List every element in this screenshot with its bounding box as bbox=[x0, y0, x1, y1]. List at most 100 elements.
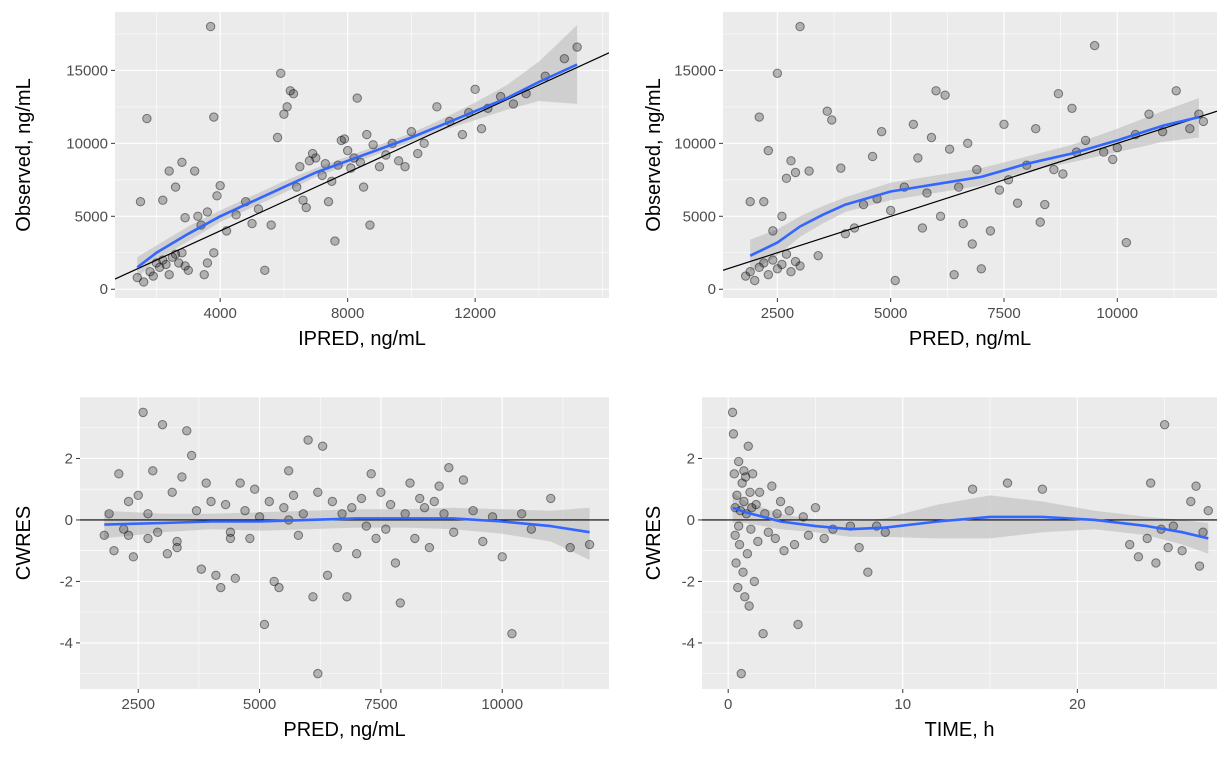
data-point bbox=[1012, 198, 1023, 208]
data-point bbox=[876, 126, 887, 137]
data-point bbox=[1186, 496, 1196, 507]
data-point bbox=[736, 668, 746, 679]
data-point bbox=[419, 138, 429, 149]
data-point bbox=[738, 567, 748, 577]
data-point bbox=[795, 261, 805, 271]
data-point bbox=[313, 487, 323, 497]
data-point bbox=[193, 211, 203, 221]
data-point bbox=[269, 576, 279, 587]
data-point bbox=[729, 469, 739, 479]
data-point bbox=[330, 236, 340, 246]
data-point bbox=[419, 502, 430, 513]
data-point bbox=[559, 53, 570, 64]
x-tick-label: 2500 bbox=[761, 305, 794, 322]
data-point bbox=[728, 429, 739, 439]
data-point bbox=[264, 496, 274, 507]
data-point bbox=[202, 258, 213, 268]
data-point bbox=[858, 199, 869, 210]
data-point bbox=[885, 205, 896, 216]
data-point bbox=[162, 549, 173, 559]
data-point bbox=[180, 261, 190, 271]
data-point bbox=[798, 512, 808, 522]
data-point bbox=[395, 598, 406, 608]
data-point bbox=[259, 619, 270, 630]
data-point bbox=[104, 509, 114, 519]
x-tick-label: 12000 bbox=[454, 305, 496, 322]
data-point bbox=[457, 129, 468, 140]
data-point bbox=[170, 182, 181, 192]
data-point bbox=[1080, 135, 1091, 146]
data-point bbox=[336, 135, 346, 146]
data-point bbox=[288, 490, 299, 501]
data-point bbox=[196, 564, 207, 574]
data-point bbox=[1037, 484, 1048, 494]
data-point bbox=[429, 496, 439, 507]
data-point bbox=[804, 166, 814, 176]
data-point bbox=[739, 496, 749, 507]
data-point bbox=[128, 552, 139, 562]
data-point bbox=[385, 499, 396, 510]
data-point bbox=[199, 269, 209, 280]
data-point bbox=[740, 271, 751, 281]
data-point bbox=[161, 259, 171, 270]
data-point bbox=[371, 533, 381, 544]
data-point bbox=[468, 506, 478, 516]
y-tick-label: 5000 bbox=[683, 208, 716, 225]
data-point bbox=[123, 530, 134, 541]
grid-lines bbox=[115, 12, 609, 298]
panel-cwres-vs-time: 0 10 20 -4 -2 0 2 TIME, h CWRES bbox=[643, 396, 1217, 741]
data-point bbox=[413, 148, 423, 159]
data-point bbox=[819, 533, 829, 544]
data-point bbox=[584, 539, 595, 550]
data-point bbox=[133, 490, 143, 501]
grid-lines bbox=[723, 12, 1217, 298]
data-point bbox=[972, 164, 982, 175]
data-point bbox=[295, 161, 305, 172]
data-point bbox=[727, 407, 738, 418]
data-point bbox=[148, 271, 158, 281]
data-point bbox=[940, 90, 950, 100]
data-point bbox=[356, 493, 367, 504]
data-point bbox=[733, 456, 744, 467]
data-point bbox=[1125, 539, 1135, 550]
data-point bbox=[745, 196, 755, 207]
data-point bbox=[854, 542, 864, 553]
data-point bbox=[1203, 506, 1213, 516]
data-point bbox=[366, 469, 376, 479]
data-point bbox=[191, 506, 202, 516]
y-tick-label: 0 bbox=[100, 281, 108, 298]
data-point bbox=[132, 272, 143, 283]
x-tick-label: 5000 bbox=[874, 305, 907, 322]
data-point bbox=[754, 112, 764, 122]
data-point bbox=[795, 21, 805, 32]
data-point bbox=[352, 93, 362, 103]
data-point bbox=[786, 156, 796, 166]
y-tick-label: -4 bbox=[682, 635, 695, 652]
panel-pred-vs-observed: 2500 5000 7500 10000 0 5000 10000 15000 PRED, ng… bbox=[643, 12, 1217, 350]
data-point bbox=[424, 542, 435, 553]
data-point bbox=[1133, 552, 1144, 562]
y-axis-title: Observed, ng/mL bbox=[13, 78, 35, 231]
data-point bbox=[158, 195, 168, 205]
y-axis-title: CWRES bbox=[13, 506, 35, 580]
data-point bbox=[177, 472, 187, 482]
data-point bbox=[142, 113, 152, 124]
data-point bbox=[339, 134, 350, 144]
data-point bbox=[734, 539, 745, 550]
data-point bbox=[157, 419, 168, 430]
data-point bbox=[1142, 533, 1152, 544]
data-point bbox=[444, 462, 454, 473]
data-point bbox=[230, 573, 241, 584]
data-point bbox=[135, 196, 146, 207]
data-point bbox=[266, 220, 276, 230]
data-point bbox=[768, 255, 778, 265]
data-point bbox=[1144, 109, 1154, 119]
y-tick-label: 0 bbox=[65, 512, 73, 529]
y-tick-label: 0 bbox=[687, 512, 695, 529]
data-point bbox=[508, 99, 519, 109]
data-point bbox=[775, 496, 786, 507]
data-point bbox=[1089, 40, 1100, 51]
x-tick-label: 7500 bbox=[987, 305, 1020, 322]
data-point bbox=[913, 153, 923, 163]
data-point bbox=[276, 68, 286, 78]
